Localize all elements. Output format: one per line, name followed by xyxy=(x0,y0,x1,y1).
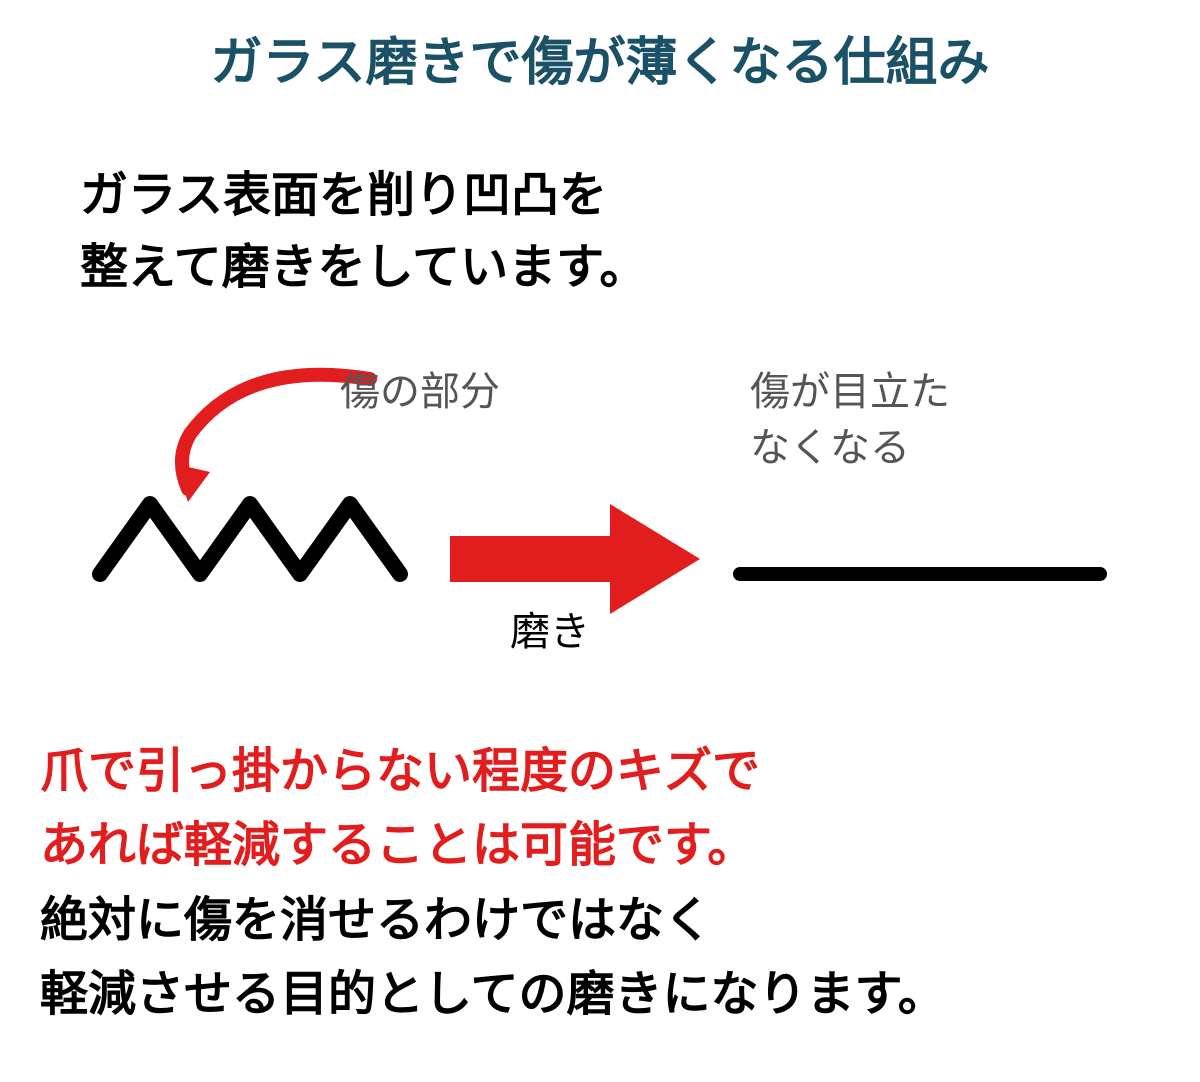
desc-line1: ガラス表面を削り凹凸を xyxy=(80,169,607,222)
polish-label: 磨き xyxy=(510,604,590,660)
footer-black-l1: 絶対に傷を消せるわけではなく xyxy=(40,894,712,947)
page-title: ガラス磨きで傷が薄くなる仕組み xyxy=(0,0,1200,95)
footer-red-l1: 爪で引っ掛からない程度のキズで xyxy=(40,745,760,798)
big-arrow-shaft xyxy=(450,536,610,582)
footer-black-l2: 軽減させる目的としての磨きになります。 xyxy=(40,968,946,1021)
scratch-label: 傷の部分 xyxy=(340,364,500,420)
panel-inner: ガラス表面を削り凹凸を 整えて磨きをしています。 傷の部分 傷が目立た なくなる xyxy=(40,125,1160,685)
result-label: 傷が目立た なくなる xyxy=(750,364,950,476)
big-arrow-head xyxy=(610,504,700,614)
desc-line2: 整えて磨きをしています。 xyxy=(80,241,647,294)
diagram-svg xyxy=(80,314,1120,654)
panel-description: ガラス表面を削り凹凸を 整えて磨きをしています。 xyxy=(80,160,1120,304)
explanation-panel: ガラス表面を削り凹凸を 整えて磨きをしています。 傷の部分 傷が目立た なくなる xyxy=(40,125,1160,685)
footer-black: 絶対に傷を消せるわけではなく 軽減させる目的としての磨きになります。 xyxy=(40,884,1160,1033)
result-label-l2: なくなる xyxy=(750,426,910,470)
result-label-l1: 傷が目立た xyxy=(750,370,950,414)
diagram-area: 傷の部分 傷が目立た なくなる 磨き xyxy=(80,314,1120,654)
footer-red-l2: あれば軽減することは可能です。 xyxy=(40,819,755,872)
footer-red: 爪で引っ掛からない程度のキズで あれば軽減することは可能です。 xyxy=(40,735,1160,884)
footer-text: 爪で引っ掛からない程度のキズで あれば軽減することは可能です。 絶対に傷を消せる… xyxy=(0,705,1200,1033)
zigzag-line xyxy=(100,504,400,574)
